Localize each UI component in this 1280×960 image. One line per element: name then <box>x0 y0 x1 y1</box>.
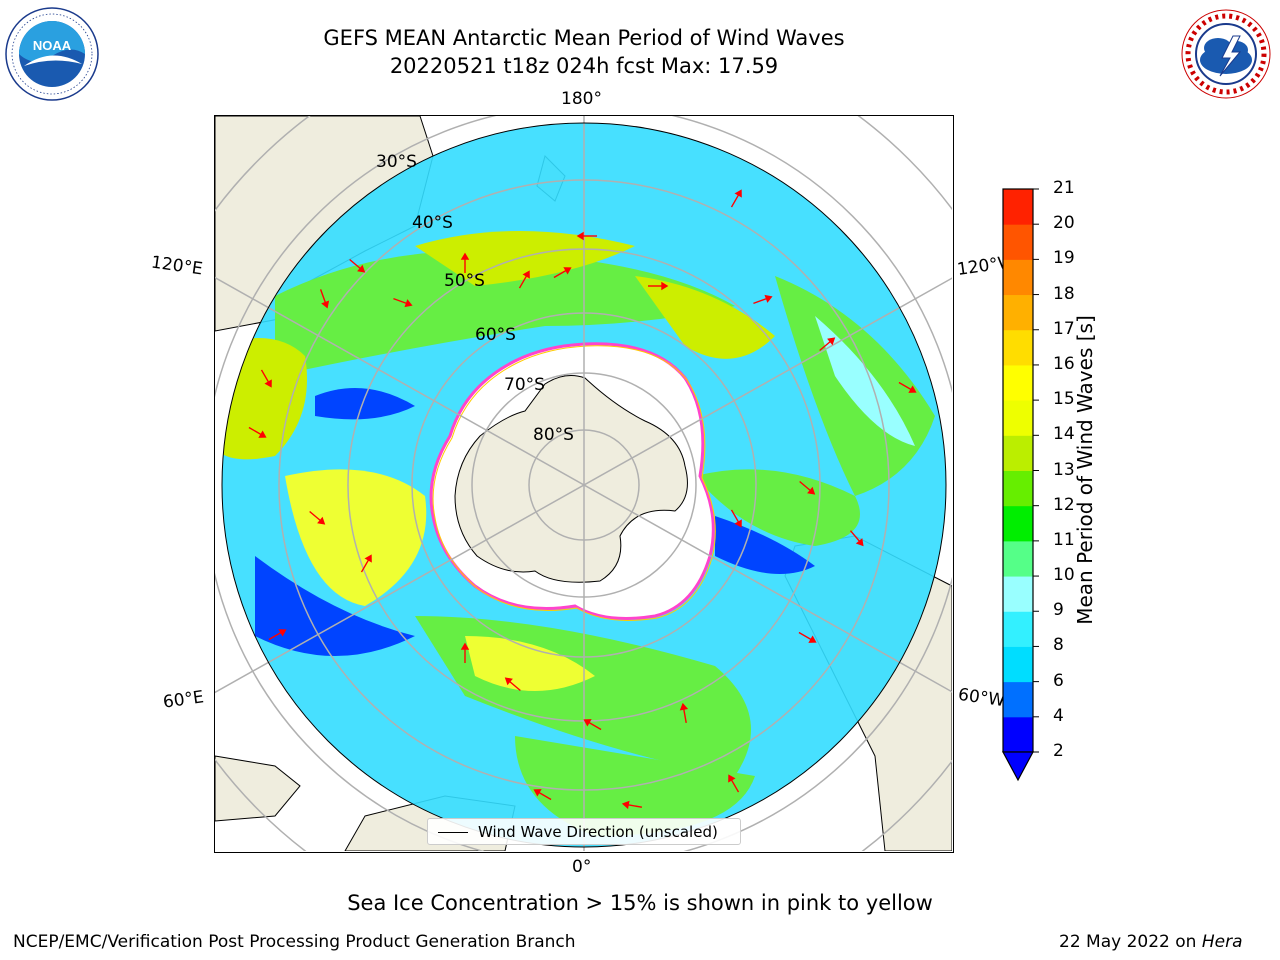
colorbar-band <box>1003 470 1033 507</box>
colorbar-tick-label: 2 <box>1053 741 1064 761</box>
lat-label-60s: 60°S <box>475 325 516 345</box>
chart-subtitle-run-info: 20220521 t18z 024h fcst Max: 17.59 <box>389 54 779 78</box>
lon-label-60e: 60°E <box>161 687 206 713</box>
machine-name: Hera <box>1201 932 1243 952</box>
legend-line-swatch <box>438 832 468 833</box>
colorbar-band <box>1003 646 1033 683</box>
colorbar-band <box>1003 435 1033 471</box>
colorbar-band <box>1003 611 1033 647</box>
noaa-logo: NOAA <box>5 7 99 101</box>
lat-label-40s: 40°S <box>412 213 453 233</box>
colorbar-tick-label: 17 <box>1053 318 1075 339</box>
colorbar-tick-label: 16 <box>1053 353 1075 374</box>
svg-text:NOAA: NOAA <box>33 38 72 53</box>
colorbar-band <box>1003 294 1033 331</box>
lon-label-0: 0° <box>572 857 592 877</box>
colorbar-band <box>1003 505 1033 542</box>
colorbar-tick-label: 12 <box>1053 494 1075 515</box>
colorbar-tick-label: 11 <box>1053 529 1075 550</box>
colorbar-band <box>1003 576 1033 612</box>
colorbar-extend-triangle <box>1001 751 1035 782</box>
colorbar-band <box>1003 400 1033 436</box>
graticule <box>215 116 952 851</box>
colorbar-tick-label: 9 <box>1053 600 1064 621</box>
wind-wave-arrows <box>248 189 917 810</box>
colorbar-tick-label: 10 <box>1053 565 1075 586</box>
lat-label-70s: 70°S <box>504 375 545 395</box>
colorbar <box>1001 188 1039 782</box>
nws-logo <box>1181 9 1271 99</box>
colorbar-band <box>1003 259 1033 296</box>
colorbar-title: Mean Period of Wind Waves [s] <box>1073 315 1097 625</box>
chart-title: GEFS MEAN Antarctic Mean Period of Wind … <box>323 26 845 50</box>
colorbar-band <box>1003 329 1033 366</box>
colorbar-tick-label: 18 <box>1053 283 1075 304</box>
land-africa <box>215 755 301 822</box>
colorbar-tick-label: 15 <box>1053 389 1075 410</box>
lon-label-60w: 60°W <box>956 684 1007 712</box>
colorbar-tick-label: 21 <box>1053 178 1075 198</box>
map-frame <box>214 115 954 853</box>
legend-label: Wind Wave Direction (unscaled) <box>478 823 718 841</box>
lon-label-180: 180° <box>561 89 602 109</box>
colorbar-bands <box>1003 189 1033 753</box>
lat-label-30s: 30°S <box>376 152 417 172</box>
producer-credit: NCEP/EMC/Verification Post Processing Pr… <box>13 932 576 952</box>
map-legend: Wind Wave Direction (unscaled) <box>427 818 741 845</box>
colorbar-tick-label: 14 <box>1053 424 1075 445</box>
colorbar-tick-label: 19 <box>1053 248 1075 269</box>
colorbar-band <box>1003 716 1033 753</box>
land-antarctica <box>454 375 688 583</box>
colorbar-tick-label: 8 <box>1053 635 1064 656</box>
lon-label-120e: 120°E <box>149 252 204 280</box>
lat-label-50s: 50°S <box>444 271 485 291</box>
issue-date: 22 May 2022 on Hera <box>1059 932 1243 952</box>
colorbar-band <box>1003 540 1033 577</box>
colorbar-tick-label: 20 <box>1053 213 1075 234</box>
colorbar-band <box>1003 224 1033 260</box>
issue-date-text: 22 May 2022 on <box>1059 932 1202 952</box>
colorbar-tick-label: 6 <box>1053 670 1064 691</box>
lat-label-80s: 80°S <box>533 425 574 445</box>
colorbar-band <box>1003 189 1033 225</box>
colorbar-tick-label: 4 <box>1053 705 1064 726</box>
colorbar-band <box>1003 364 1033 401</box>
sea-ice-note: Sea Ice Concentration > 15% is shown in … <box>347 891 933 915</box>
colorbar-tick-label: 13 <box>1053 459 1075 480</box>
colorbar-band <box>1003 681 1033 718</box>
polar-stereographic-map <box>215 116 952 851</box>
